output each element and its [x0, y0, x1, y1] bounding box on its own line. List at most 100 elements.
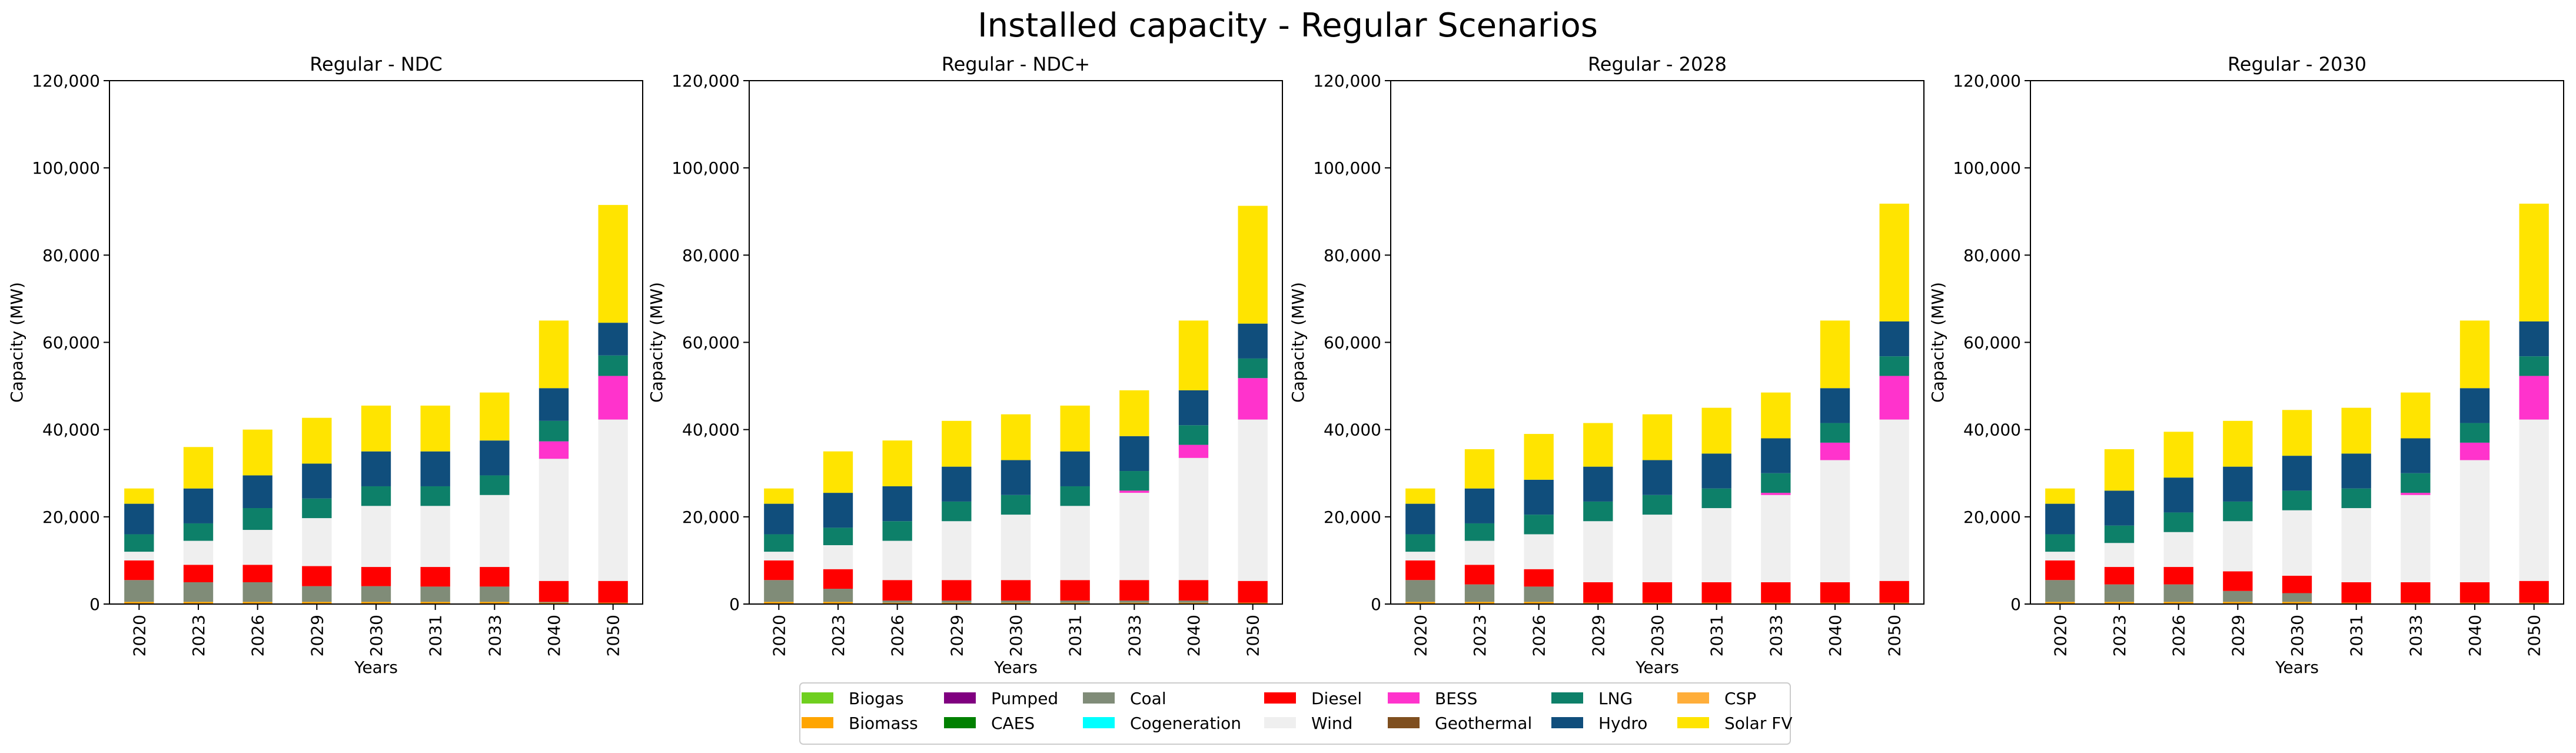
x-tick-label: 2050 [2525, 615, 2544, 656]
bar-segment-diesel [124, 560, 154, 580]
x-tick-label: 2033 [2406, 615, 2425, 656]
bar-segment-lng [882, 521, 912, 541]
bar-segment-biomass [2282, 602, 2312, 604]
bar-segment-coal [1405, 580, 1435, 602]
bar-segment-solar-fv [539, 320, 569, 389]
bar-segment-solar-fv [1879, 203, 1909, 321]
bar-segment-diesel [2401, 582, 2431, 603]
legend-item: Geothermal [1388, 714, 1532, 733]
bar-segment-bess [1178, 444, 1209, 458]
bar-segment-wind [1820, 460, 1850, 582]
bar-segment-wind [302, 518, 332, 566]
bar-segment-lng [242, 508, 272, 530]
x-tick-label: 2031 [1066, 615, 1085, 656]
bar-segment-solar-fv [882, 440, 912, 486]
bar-segment-wind [2459, 460, 2490, 582]
y-tick-label: 120,000 [1953, 71, 2021, 91]
bar-segment-solar-fv [1178, 320, 1209, 390]
bar-segment-hydro [1405, 503, 1435, 535]
y-axis-label: Capacity (MW) [647, 282, 666, 403]
x-axis-label: Years [2275, 658, 2319, 677]
bar-segment-biomass [2401, 602, 2431, 604]
x-tick-label: 2023 [189, 615, 208, 656]
bar-segment-diesel [302, 566, 332, 586]
legend-swatch [1388, 717, 1420, 728]
bar-segment-solar-fv [242, 429, 272, 476]
bar-segment-hydro [1060, 451, 1090, 486]
legend-item: Cogeneration [1083, 714, 1241, 733]
bar-segment-coal [480, 586, 510, 602]
panel-1: Regular - NDC 0 20,000 40,000 60,000 80,000 10… [7, 53, 643, 677]
y-tick-label: 40,000 [42, 420, 100, 440]
x-tick-label: 2026 [1530, 615, 1549, 656]
bar-segment-solar-fv [1119, 390, 1149, 436]
bar-segment-hydro [2459, 388, 2490, 423]
x-tick-label: 2030 [367, 615, 386, 656]
bar-segment-diesel [242, 565, 272, 582]
legend-swatch [1388, 692, 1420, 704]
bar-segment-hydro [2401, 438, 2431, 473]
bar-segment-solar-fv [2163, 432, 2193, 478]
x-tick-label: 2029 [2228, 615, 2248, 656]
bar-segment-biomass [1060, 602, 1090, 604]
bar-segment-bess [1238, 378, 1268, 420]
legend-label: Diesel [1311, 689, 1362, 708]
bar-segment-lng [1524, 515, 1554, 535]
legend-label: CAES [991, 714, 1035, 733]
y-tick-label: 80,000 [1963, 246, 2021, 265]
bar-segment-wind [2163, 532, 2193, 568]
bar-segment-biomass [2163, 602, 2193, 604]
bar-segment-wind [1060, 506, 1090, 580]
bar-segment-biomass [2459, 602, 2490, 604]
bar-segment-wind [1464, 540, 1495, 565]
legend-item: Diesel [1264, 689, 1362, 708]
bar-segment-diesel [1178, 580, 1209, 601]
bar-segment-wind [361, 506, 391, 568]
bar-segment-diesel [480, 567, 510, 587]
legend-swatch [802, 717, 833, 728]
bar-segment-lng [420, 486, 450, 506]
bar-segment-biomass [1001, 602, 1031, 604]
legend-label: Biomass [849, 714, 918, 733]
bar-segment-diesel [1701, 582, 1731, 603]
bar-segment-solar-fv [124, 488, 154, 504]
bar-segment-diesel [1238, 580, 1268, 603]
bar-segment-biomass [823, 602, 853, 604]
bar-segment-wind [598, 419, 628, 581]
legend-swatch [944, 717, 976, 728]
bar-segment-solar-fv [2104, 449, 2135, 491]
bar-segment-solar-fv [480, 392, 510, 441]
bar-segment-wind [942, 521, 972, 580]
bar-segment-biomass [1524, 602, 1554, 604]
legend-item: LNG [1551, 689, 1633, 708]
bar-segment-diesel [1761, 582, 1791, 603]
y-tick-label: 100,000 [1953, 158, 2021, 178]
bar-segment-lng [1701, 488, 1731, 509]
bar-segment-wind [882, 540, 912, 580]
y-tick-label: 20,000 [682, 507, 740, 527]
bar-segment-lng [361, 486, 391, 506]
legend-frame [799, 682, 1791, 745]
bar-segment-lng [2341, 488, 2371, 509]
x-axis-label: Years [1635, 658, 1679, 677]
legend-label: Coal [1130, 689, 1166, 708]
bar-segment-hydro [2223, 466, 2253, 502]
bar-segment-biomass [2104, 602, 2135, 604]
bar-segment-coal [183, 582, 214, 602]
bar-segment-diesel [361, 567, 391, 586]
bar-segment-diesel [598, 580, 628, 603]
panel-title: Regular - NDC [310, 53, 443, 75]
bars [2045, 203, 2549, 604]
bar-segment-hydro [124, 503, 154, 535]
y-tick-label: 80,000 [42, 246, 100, 265]
bar-segment-coal [942, 601, 972, 603]
x-tick-label: 2040 [2465, 615, 2485, 656]
x-tick-label: 2033 [1125, 615, 1144, 656]
x-tick-label: 2040 [1184, 615, 1204, 656]
legend-swatch [802, 692, 833, 704]
panel-title: Regular - 2030 [2228, 53, 2366, 75]
bar-segment-lng [124, 534, 154, 552]
bar-segment-lng [302, 498, 332, 519]
bar-segment-coal [882, 601, 912, 603]
legend-label: Pumped [991, 689, 1058, 708]
